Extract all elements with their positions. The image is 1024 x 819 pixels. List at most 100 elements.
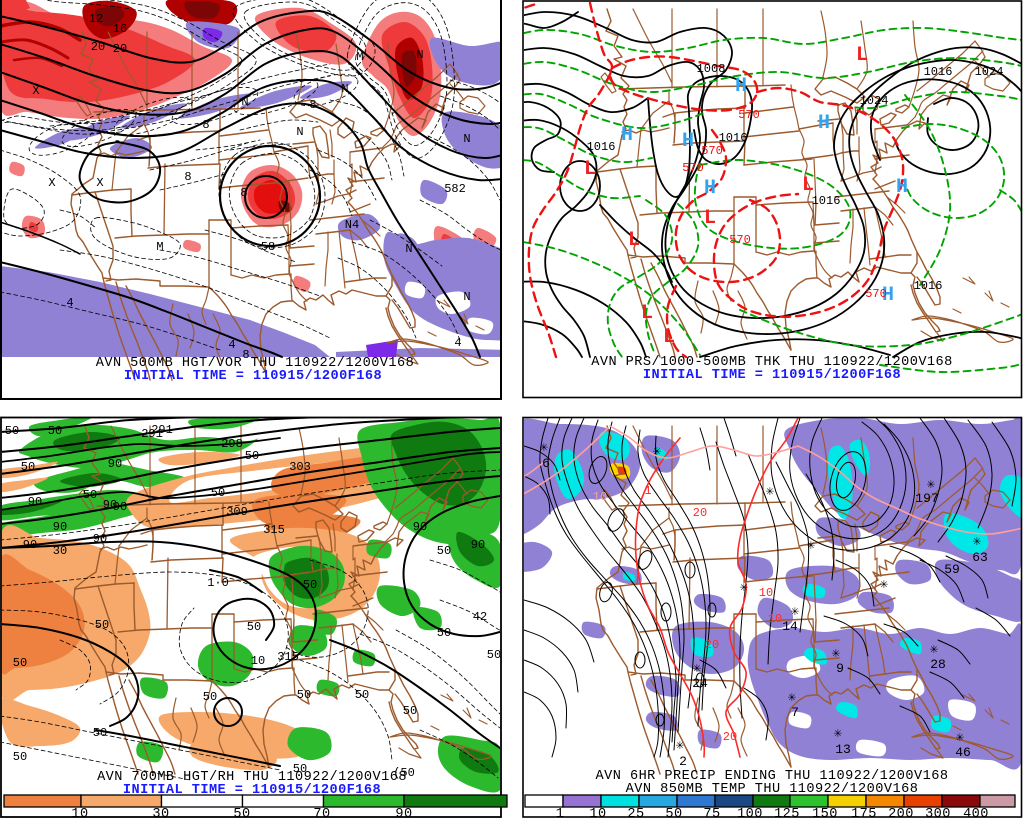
svg-text:L: L xyxy=(628,229,640,252)
svg-text:50: 50 xyxy=(203,690,217,704)
svg-text:12: 12 xyxy=(89,12,103,26)
svg-text:50: 50 xyxy=(355,688,369,702)
svg-text:H: H xyxy=(735,75,747,98)
svg-text:20: 20 xyxy=(693,506,707,520)
svg-text:L: L xyxy=(802,174,814,197)
svg-text:20: 20 xyxy=(113,42,127,56)
svg-text:200: 200 xyxy=(888,807,914,819)
svg-text:59: 59 xyxy=(944,562,960,577)
svg-text:6: 6 xyxy=(542,456,550,471)
svg-text:16: 16 xyxy=(113,22,127,36)
svg-text:10: 10 xyxy=(71,807,88,819)
svg-text:1: 1 xyxy=(644,484,651,498)
svg-text:10: 10 xyxy=(251,654,265,668)
svg-text:X: X xyxy=(32,84,39,98)
svg-text:1·0: 1·0 xyxy=(207,576,229,590)
svg-text:N: N xyxy=(463,290,470,304)
svg-text:10: 10 xyxy=(759,586,773,600)
svg-text:50: 50 xyxy=(437,544,451,558)
svg-text:90: 90 xyxy=(93,532,107,546)
svg-text:✳: ✳ xyxy=(740,580,749,596)
svg-text:58: 58 xyxy=(261,240,275,254)
svg-text:303: 303 xyxy=(289,460,311,474)
svg-text:H: H xyxy=(896,176,908,199)
svg-text:50: 50 xyxy=(5,424,19,438)
svg-text:50: 50 xyxy=(665,807,682,819)
svg-text:✳: ✳ xyxy=(676,738,685,754)
svg-text:AVN 500MB HGT/VOR THU 110922/1: AVN 500MB HGT/VOR THU 110922/1200V168 xyxy=(96,356,414,371)
svg-text:INITIAL TIME = 110915/1200F168: INITIAL TIME = 110915/1200F168 xyxy=(123,783,381,798)
svg-text:✳: ✳ xyxy=(880,577,889,593)
svg-text:70: 70 xyxy=(313,807,330,819)
svg-text:L: L xyxy=(704,207,716,230)
svg-text:90: 90 xyxy=(471,538,485,552)
svg-text:✳: ✳ xyxy=(973,534,982,550)
svg-text:10: 10 xyxy=(593,490,607,504)
svg-text:75: 75 xyxy=(703,807,720,819)
svg-text:315: 315 xyxy=(263,523,285,537)
svg-text:25: 25 xyxy=(627,807,644,819)
svg-text:N: N xyxy=(341,82,348,96)
svg-text:90: 90 xyxy=(28,495,42,509)
svg-text:90: 90 xyxy=(108,457,122,471)
svg-text:50: 50 xyxy=(293,762,307,776)
svg-text:570: 570 xyxy=(701,144,723,158)
svg-text:AVN PRS/1000-500MB THK THU 110: AVN PRS/1000-500MB THK THU 110922/1200V1… xyxy=(591,355,953,370)
svg-text:✳: ✳ xyxy=(927,477,936,493)
svg-text:2: 2 xyxy=(679,754,687,769)
svg-text:570: 570 xyxy=(738,108,760,122)
svg-text:50: 50 xyxy=(13,656,27,670)
svg-text:13: 13 xyxy=(835,742,851,757)
svg-text:300: 300 xyxy=(925,807,951,819)
svg-text:✳: ✳ xyxy=(693,661,702,677)
svg-text:14: 14 xyxy=(782,619,798,634)
svg-text:570: 570 xyxy=(865,287,887,301)
svg-text:1016: 1016 xyxy=(587,140,616,154)
svg-text:1008: 1008 xyxy=(697,62,726,76)
svg-text:INITIAL TIME = 110915/1200F168: INITIAL TIME = 110915/1200F168 xyxy=(124,369,382,384)
svg-text:90: 90 xyxy=(53,520,67,534)
svg-text:N: N xyxy=(416,48,423,62)
svg-text:90: 90 xyxy=(413,520,427,534)
svg-text:291: 291 xyxy=(141,427,163,441)
svg-text:90: 90 xyxy=(395,807,412,819)
svg-text:50: 50 xyxy=(303,578,317,592)
svg-text:4: 4 xyxy=(454,336,461,350)
svg-text:1024: 1024 xyxy=(860,94,889,108)
svg-text:1016: 1016 xyxy=(719,131,748,145)
svg-text:✳: ✳ xyxy=(832,646,841,662)
svg-text:1016: 1016 xyxy=(924,65,953,79)
svg-text:L: L xyxy=(641,302,653,325)
svg-text:125: 125 xyxy=(774,807,800,819)
svg-text:175: 175 xyxy=(851,807,877,819)
svg-text:N: N xyxy=(241,95,248,109)
svg-text:✳: ✳ xyxy=(834,726,843,742)
svg-text:8: 8 xyxy=(184,170,191,184)
svg-text:50: 50 xyxy=(13,750,27,764)
svg-text:400: 400 xyxy=(963,807,989,819)
svg-text:90: 90 xyxy=(103,498,117,512)
svg-text:X: X xyxy=(96,176,103,190)
svg-text:1024: 1024 xyxy=(975,65,1004,79)
svg-text:50: 50 xyxy=(487,648,501,662)
svg-text:4: 4 xyxy=(228,338,235,352)
svg-text:50: 50 xyxy=(437,626,451,640)
svg-text:309: 309 xyxy=(226,505,248,519)
svg-text:90: 90 xyxy=(23,538,37,552)
svg-text:298: 298 xyxy=(221,437,243,451)
svg-text:150: 150 xyxy=(812,807,838,819)
svg-text:30: 30 xyxy=(152,807,169,819)
svg-text:✳: ✳ xyxy=(540,440,549,456)
svg-text:8: 8 xyxy=(202,118,209,132)
svg-text:50: 50 xyxy=(21,460,35,474)
svg-text:N: N xyxy=(296,125,303,139)
svg-text:50: 50 xyxy=(93,726,107,740)
svg-text:✳: ✳ xyxy=(653,444,662,460)
svg-text:50: 50 xyxy=(233,807,250,819)
svg-text:63: 63 xyxy=(972,550,988,565)
svg-text:M: M xyxy=(156,240,163,254)
svg-text:4: 4 xyxy=(66,296,73,310)
svg-text:28: 28 xyxy=(930,657,946,672)
svg-text:50: 50 xyxy=(297,688,311,702)
svg-text:90: 90 xyxy=(113,500,127,514)
